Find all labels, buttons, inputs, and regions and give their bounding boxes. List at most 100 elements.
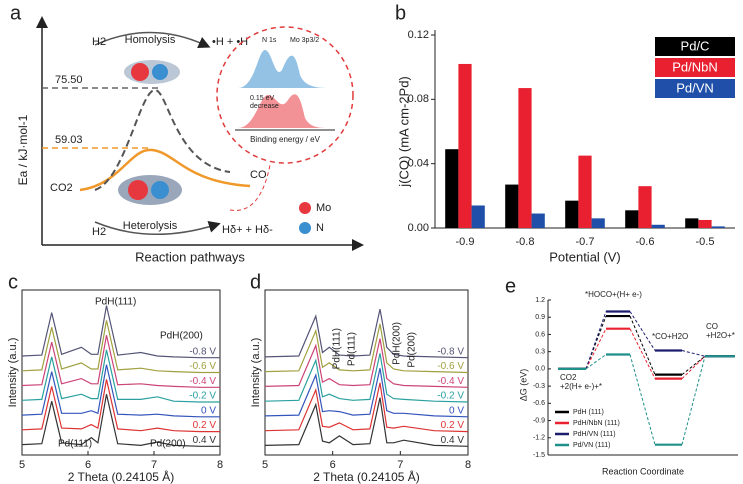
- legend-swatch: [299, 202, 311, 214]
- connector: [681, 356, 706, 445]
- mo-atom: [128, 180, 148, 200]
- reactant: H2: [92, 226, 106, 238]
- connector: [629, 354, 656, 445]
- bar: [458, 63, 472, 229]
- annotation: Pd(111): [347, 332, 358, 366]
- pathway-curve: [79, 148, 251, 192]
- n-atom: [151, 181, 169, 199]
- trace: [21, 335, 220, 388]
- bar: [565, 200, 579, 228]
- bar: [471, 205, 485, 228]
- connector: [585, 315, 607, 370]
- bar: [518, 88, 532, 228]
- x-label: Reaction pathways: [135, 249, 245, 264]
- category-label: *HOCO+(H+ e-): [585, 290, 642, 299]
- x-label: Reaction Coordinate: [602, 466, 684, 476]
- level-label: 75.50: [55, 74, 83, 86]
- inset-label: decrease: [250, 103, 279, 110]
- legend-label: Pd/NbN: [672, 59, 718, 74]
- trace: [264, 353, 469, 403]
- legend-label: Pd/VN (111): [573, 442, 610, 449]
- y-tick-label: -0.3: [533, 383, 545, 390]
- product: CO: [250, 169, 267, 181]
- y-tick-label: 0.0: [535, 366, 545, 373]
- y-tick-label: -0.6: [533, 400, 545, 407]
- x-tick-label: 8: [217, 459, 223, 471]
- product: Hδ+ + Hδ-: [222, 224, 273, 236]
- trace: [21, 320, 220, 374]
- x-label: 2 Theta (0.24105 Å): [68, 469, 175, 484]
- trace-label: 0.2 V: [441, 420, 465, 431]
- y-tick-label: -0.9: [533, 417, 545, 424]
- bar: [531, 213, 545, 228]
- x-tick-label: -0.6: [636, 236, 655, 248]
- annotation: Pd(111): [58, 439, 92, 450]
- legend-label: PdH/VN (111): [573, 431, 616, 438]
- trace-label: -0.8 V: [189, 346, 216, 357]
- inset-label: Binding energy / eV: [250, 135, 320, 144]
- legend-label: Pd/C: [681, 38, 710, 53]
- trace-label: -0.2 V: [189, 391, 216, 402]
- x-tick-label: -0.8: [516, 236, 535, 248]
- arrow: [94, 221, 221, 235]
- bar: [685, 218, 699, 228]
- legend-label: Pd/VN: [676, 80, 714, 95]
- legend-swatch: [299, 222, 311, 234]
- panel-label: e: [505, 275, 516, 297]
- legend-label: PdH (111): [573, 409, 604, 416]
- pathway-label: Homolysis: [125, 34, 176, 46]
- y-label: ΔG (eV): [518, 369, 528, 402]
- connector: [681, 355, 706, 380]
- legend-label: Mo: [316, 202, 331, 214]
- x-tick-label: -0.5: [696, 236, 715, 248]
- trace-label: -0.2 V: [437, 391, 464, 402]
- reactant: CO2: [50, 182, 73, 194]
- trace-label: -0.6 V: [437, 361, 464, 372]
- connector: [629, 315, 656, 375]
- trace: [21, 305, 220, 359]
- y-tick-label: 0.00: [408, 222, 429, 234]
- x-tick-label: 5: [19, 459, 25, 471]
- trace-label: -0.8 V: [437, 346, 464, 357]
- trace-label: -0.6 V: [189, 361, 216, 372]
- legend-label: PdH/NbN (111): [573, 420, 620, 427]
- product: •H + •H: [212, 36, 248, 48]
- connector: [629, 328, 656, 379]
- trace-label: 0.2 V: [193, 420, 217, 431]
- bar: [578, 155, 592, 228]
- bar: [698, 219, 712, 228]
- y-tick-label: 0.3: [535, 349, 545, 356]
- legend-label: N: [316, 222, 324, 234]
- panel-label: c: [8, 271, 18, 293]
- x-tick-label: 6: [85, 459, 91, 471]
- bar: [651, 224, 665, 228]
- y-tick-label: 0.08: [408, 93, 429, 105]
- category-label: CO2 +2(H+ e-)+*: [560, 373, 603, 391]
- trace-label: 0.4 V: [193, 435, 217, 446]
- connector: [681, 350, 706, 357]
- trace-label: 0 V: [201, 405, 216, 416]
- connector: [585, 354, 607, 370]
- x-tick-label: 7: [397, 459, 403, 471]
- trace: [264, 368, 469, 418]
- category-label: *CO+H2O: [652, 332, 689, 341]
- trace-label: 0.4 V: [441, 435, 465, 446]
- y-tick-label: 0.04: [408, 158, 429, 170]
- inset-border: [216, 26, 354, 164]
- x-label: Potential (V): [549, 249, 621, 264]
- bar: [625, 210, 639, 228]
- trace-label: -0.4 V: [437, 376, 464, 387]
- x-tick-label: 5: [262, 459, 268, 471]
- n-atom: [152, 64, 168, 80]
- inset-label: N 1s: [262, 37, 277, 44]
- connector: [629, 311, 656, 351]
- trace: [264, 323, 469, 374]
- annotation: PdH(200): [160, 331, 203, 342]
- trace: [264, 308, 469, 359]
- y-label: Intensity (a.u.): [250, 338, 262, 408]
- y-label: j(CO) (mA cm-2Pd): [396, 76, 411, 188]
- inset-label: Mo 3p3/2: [290, 37, 319, 44]
- trace: [21, 394, 220, 447]
- trace: [21, 364, 220, 418]
